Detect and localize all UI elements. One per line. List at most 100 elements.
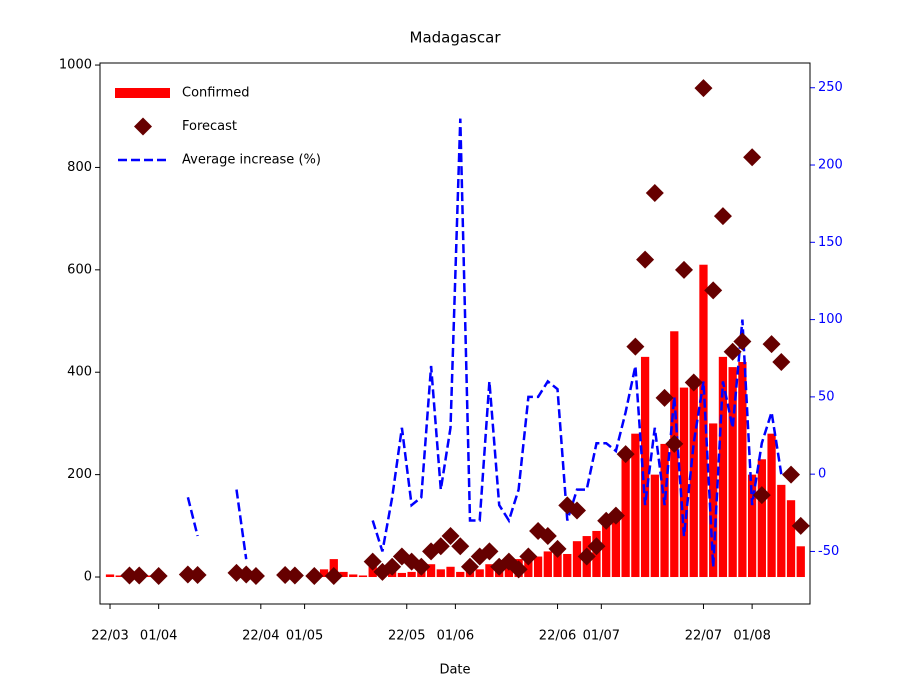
bar (631, 433, 640, 578)
forecast-point (285, 566, 304, 585)
bar (524, 556, 533, 578)
y-tick-label: 400 (67, 365, 92, 380)
y-tick-label: 200 (67, 467, 92, 482)
x-tick-label: 22/05 (388, 629, 425, 644)
bar (767, 433, 776, 578)
forecast-point (733, 332, 752, 351)
forecast-point (762, 335, 781, 354)
x-axis-label: Date (439, 663, 470, 678)
bar (602, 525, 611, 578)
bar (709, 423, 718, 578)
forecast-point (743, 148, 762, 167)
forecast-point (188, 565, 207, 584)
bar (426, 564, 436, 578)
forecast-point (548, 539, 567, 558)
bar (796, 546, 805, 578)
y2-tick-label: 250 (818, 80, 843, 95)
forecast-point (305, 566, 324, 585)
bar (485, 564, 494, 578)
legend-swatch (115, 88, 170, 98)
forecast-point (178, 565, 197, 584)
x-tick-label: 22/03 (91, 629, 128, 644)
bar (349, 574, 358, 578)
line (186, 118, 783, 567)
forecast-point (324, 566, 343, 585)
bar (533, 556, 543, 578)
bar (689, 382, 698, 578)
bar (446, 566, 455, 578)
bar (728, 367, 737, 578)
bar (650, 474, 659, 578)
forecast-point (636, 250, 655, 269)
forecast-point (363, 552, 382, 571)
y2-tick-label: -50 (818, 544, 839, 559)
forecast-point (412, 557, 431, 576)
y-tick-label: 600 (67, 262, 92, 277)
bar (407, 571, 416, 578)
forecast-point (383, 557, 402, 576)
forecast-point (782, 465, 801, 484)
forecast-point (665, 434, 684, 453)
y-tick-label: 1000 (59, 58, 92, 73)
chart-title: Madagascar (410, 29, 502, 47)
bar (699, 264, 708, 578)
forecast-point (460, 557, 479, 576)
forecast-point (441, 527, 460, 546)
legend-swatch (134, 117, 152, 136)
bar (115, 575, 124, 578)
y2-tick-label: 100 (818, 312, 843, 327)
y-tick-label: 0 (84, 570, 92, 585)
bar (757, 459, 766, 578)
bar (105, 574, 115, 578)
bar (456, 571, 465, 578)
forecast-point (606, 506, 625, 525)
bar (670, 331, 679, 578)
bar (475, 569, 484, 578)
forecast-point (120, 566, 139, 585)
bar (738, 361, 747, 578)
plot-frame (99, 62, 811, 605)
forecast-point (567, 501, 586, 520)
forecast-point (451, 537, 470, 556)
forecast-point (480, 542, 499, 561)
y2-tick-label: 50 (818, 389, 835, 404)
y2-tick-label: 200 (818, 158, 843, 173)
forecast-point (752, 486, 771, 505)
bar (611, 515, 621, 578)
bar (777, 484, 786, 578)
forecast-point (772, 352, 791, 371)
bar (553, 546, 562, 578)
forecast-point (713, 207, 732, 226)
y2-tick-label: 0 (818, 467, 826, 482)
forecast-point (519, 547, 538, 566)
forecast-point (626, 337, 645, 356)
bar (319, 569, 329, 578)
bar (543, 551, 552, 578)
x-tick-label: 01/07 (583, 629, 620, 644)
forecast-point (616, 445, 635, 464)
forecast-point (276, 565, 295, 584)
bar (436, 569, 445, 578)
x-tick-label: 01/05 (286, 629, 323, 644)
bar (679, 387, 689, 578)
bar (747, 474, 757, 578)
bar (358, 575, 368, 578)
forecast-point (791, 516, 810, 535)
bar (339, 571, 348, 578)
forecast-point (675, 260, 694, 279)
legend-label: Forecast (182, 119, 237, 134)
x-tick-label: 22/07 (685, 629, 722, 644)
legend-label: Average increase (%) (182, 153, 321, 168)
forecast-point (723, 342, 742, 361)
forecast-point (704, 281, 723, 300)
y2-tick-label: 150 (818, 235, 843, 250)
forecast-point (684, 373, 703, 392)
bar (621, 449, 630, 578)
forecast-point (694, 79, 713, 98)
forecast-point (538, 527, 557, 546)
forecast-point (655, 388, 674, 407)
x-tick-label: 01/08 (733, 629, 770, 644)
